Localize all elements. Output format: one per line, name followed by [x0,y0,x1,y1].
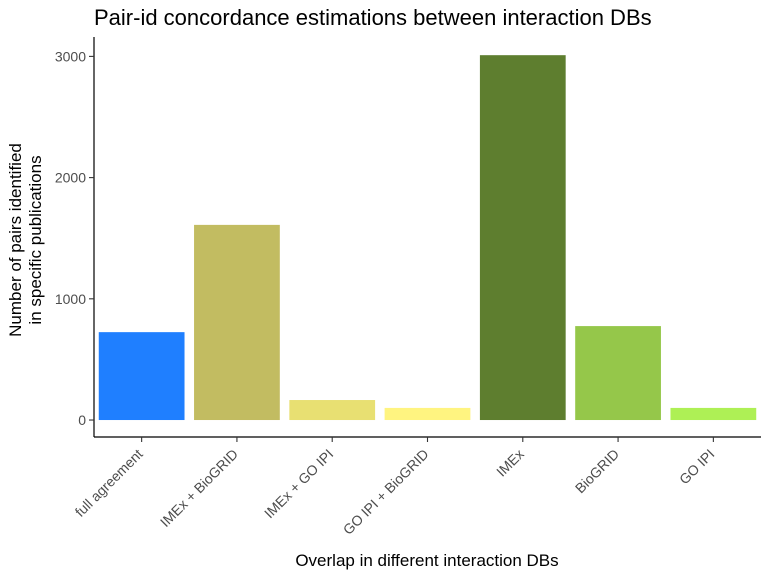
x-tick-label: IMEx [493,446,527,480]
bar-imex [479,55,566,421]
x-axis-label: Overlap in different interaction DBs [295,551,558,570]
bars-group [98,55,757,421]
y-ticks-group: 0 1000 2000 3000 [55,48,94,428]
bar-imex-biogrid [194,224,280,421]
x-tick-label: full agreement [72,446,146,520]
bar-go-ipi [670,407,757,421]
bar-full-agreement [98,332,185,421]
y-axis-label-line-2: in specific publications [26,155,45,324]
bar-biogrid [575,326,661,421]
chart-title: Pair-id concordance estimations between … [94,5,652,30]
x-tick-label: GO IPI [676,446,718,488]
y-tick-label: 0 [78,412,86,428]
bar-go-ipi-biogrid [384,407,471,421]
x-ticks-group: full agreement IMEx + BioGRID IMEx + GO IP… [72,437,718,538]
x-tick-label: GO IPI + BioGRID [340,446,432,538]
y-tick-label: 2000 [55,170,86,186]
y-axis-label: Number of pairs identified in specific p… [6,143,45,337]
x-tick-label: IMEx + GO IPI [261,446,336,521]
y-tick-label: 1000 [55,291,86,307]
y-axis-label-line-1: Number of pairs identified [6,143,25,337]
bar-imex-go-ipi [289,400,376,421]
y-tick-label: 3000 [55,48,86,64]
x-tick-label: BioGRID [572,446,622,496]
x-tick-label: IMEx + BioGRID [157,446,241,530]
